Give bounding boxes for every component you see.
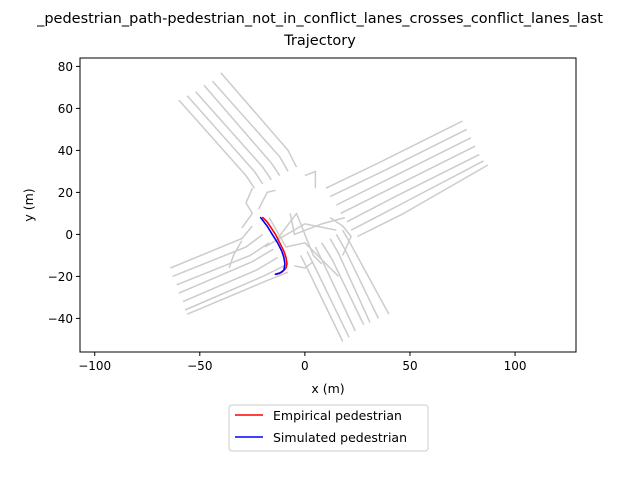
trajectory-series	[259, 216, 288, 276]
legend-box	[228, 404, 429, 452]
lane-line-1	[186, 95, 264, 185]
x-tick-label: 100	[504, 359, 527, 373]
lane-line-23	[321, 242, 365, 326]
lane-line-35	[329, 216, 352, 256]
y-axis-ticks: −40 −20 0 20 40 60 80	[48, 60, 80, 326]
lane-line-31	[289, 213, 345, 236]
y-tick-label: 40	[58, 144, 73, 158]
lane-line-19	[357, 164, 489, 238]
y-tick-label: 60	[58, 102, 73, 116]
lane-line-24	[329, 238, 371, 323]
lane-line-18	[350, 160, 484, 231]
y-tick-label: −20	[48, 270, 73, 284]
lane-line-0	[178, 99, 256, 189]
x-tick-label: 50	[402, 359, 417, 373]
legend-label-empirical: Empirical pedestrian	[273, 408, 402, 423]
legend-label-simulated: Simulated pedestrian	[273, 430, 407, 445]
lane-line-7	[172, 233, 264, 278]
lane-line-28	[228, 240, 243, 269]
lane-line-29	[257, 189, 276, 210]
x-tick-label: −100	[78, 359, 111, 373]
lane-line-3	[203, 84, 281, 177]
legend: Empirical pedestrian Simulated pedestria…	[228, 404, 429, 452]
plot-frame	[79, 57, 577, 353]
lane-line-14	[329, 128, 468, 198]
y-tick-label: −40	[48, 312, 73, 326]
x-axis-label: x (m)	[311, 381, 344, 396]
lane-line-17	[346, 153, 480, 223]
x-tick-label: 0	[301, 359, 309, 373]
y-axis-label: y (m)	[21, 188, 36, 221]
lane-line-34	[268, 217, 340, 277]
lane-line-26	[342, 229, 390, 315]
lane-line-15	[336, 137, 472, 206]
chart-title-line-1: _pedestrian_path-pedestrian_not_in_confl…	[36, 11, 603, 27]
lane-line-27	[241, 187, 254, 229]
lane-line-30	[304, 170, 317, 189]
lane-line-9	[178, 248, 274, 294]
lane-line-2	[195, 91, 272, 181]
chart-title-line-2: Trajectory	[283, 33, 356, 49]
lane-line-21	[306, 250, 350, 338]
y-tick-label: 80	[58, 60, 73, 74]
lane-line-13	[325, 120, 463, 189]
lane-line-36	[294, 261, 314, 269]
series-line-1	[259, 216, 286, 276]
x-axis-ticks: −100 −50 0 50 100	[78, 352, 527, 373]
y-tick-label: 0	[65, 228, 73, 242]
lane-line-5	[220, 72, 298, 168]
lane-line-16	[340, 145, 476, 215]
lane-line-4	[211, 80, 289, 172]
lane-line-12	[186, 271, 289, 315]
lane-line-22	[314, 246, 356, 332]
y-tick-label: 20	[58, 186, 73, 200]
lane-line-6	[170, 225, 253, 269]
lane-line-11	[184, 265, 285, 311]
background-lanes	[170, 72, 489, 342]
lane-line-8	[176, 242, 270, 286]
lane-line-33	[277, 212, 323, 265]
lane-line-20	[300, 255, 344, 342]
lane-line-10	[182, 256, 278, 303]
x-tick-label: −50	[187, 359, 212, 373]
